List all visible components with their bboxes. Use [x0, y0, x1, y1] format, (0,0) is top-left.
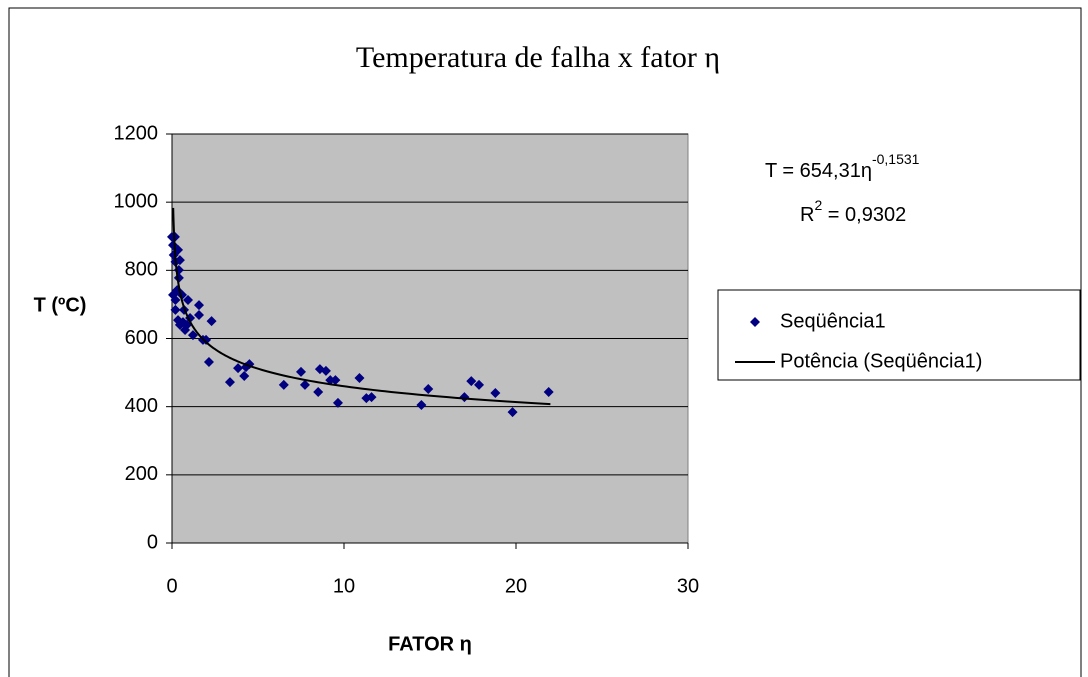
point [168, 289, 179, 300]
x-tick-label: 0 [166, 575, 177, 597]
y-tick-label: 200 [125, 463, 158, 485]
point [543, 387, 554, 398]
point [325, 375, 336, 386]
point [182, 294, 193, 305]
point [366, 392, 377, 403]
equation-exponent: -0,1531 [872, 151, 920, 167]
point [239, 370, 250, 381]
legend-marker [750, 317, 760, 327]
point [296, 366, 306, 377]
point [299, 379, 310, 390]
legend-box [717, 289, 1081, 381]
point [174, 255, 185, 266]
x-tick-label: 30 [677, 575, 699, 597]
r-squared: R2 = 0,9302 [800, 197, 906, 227]
x-tick-label: 20 [505, 575, 527, 597]
y-tick-label: 600 [125, 327, 158, 349]
r-value: = 0,9302 [822, 204, 906, 226]
y-tick-label: 800 [125, 259, 158, 281]
r-text: R [800, 204, 814, 226]
point [170, 304, 181, 315]
trendline [172, 207, 551, 406]
point [423, 383, 434, 394]
point [466, 376, 477, 387]
x-tick-label: 10 [333, 575, 355, 597]
point [206, 316, 217, 327]
x-axis-label: FATOR η [388, 633, 472, 655]
y-tick-label: 1000 [114, 190, 159, 212]
point [330, 375, 341, 386]
point [194, 300, 205, 311]
chart-title: Temperatura de falha x fator η [356, 41, 720, 74]
point [194, 309, 205, 320]
equation: T = 654,31η-0,1531 [765, 151, 920, 183]
r-power: 2 [814, 197, 822, 213]
legend-label: Potência (Seqüência1) [780, 350, 982, 372]
point [278, 379, 289, 390]
legend-label: Seqüência1 [780, 310, 886, 332]
point [187, 330, 198, 341]
y-tick-label: 400 [125, 395, 158, 417]
y-axis-label: T (ºC) [34, 294, 87, 316]
equation-text: T = 654,31η [765, 160, 872, 182]
point [320, 365, 331, 376]
point [507, 407, 518, 418]
point [354, 373, 365, 384]
point [490, 388, 501, 399]
point [313, 387, 324, 398]
point [332, 397, 343, 408]
y-tick-label: 0 [147, 531, 158, 553]
point [416, 399, 427, 410]
y-tick-label: 1200 [114, 122, 159, 144]
point [201, 334, 212, 345]
point [203, 357, 214, 368]
point [474, 379, 485, 390]
point [233, 363, 244, 374]
point [224, 377, 235, 388]
